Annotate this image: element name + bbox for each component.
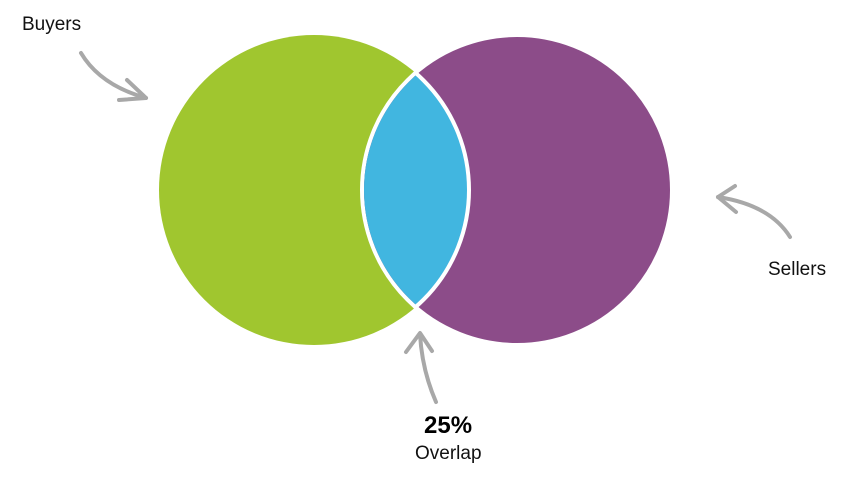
overlap-label: Overlap: [415, 443, 482, 464]
buyers-arrow-icon: [79, 51, 148, 102]
overlap-region: [364, 37, 469, 343]
buyers-label: Buyers: [22, 14, 82, 35]
overlap-percentage: 25%: [424, 412, 473, 439]
sellers-arrow-icon: [716, 184, 792, 239]
sellers-label: Sellers: [768, 259, 827, 280]
overlap-arrow-icon: [404, 331, 438, 404]
overlap-outline: [360, 33, 471, 347]
